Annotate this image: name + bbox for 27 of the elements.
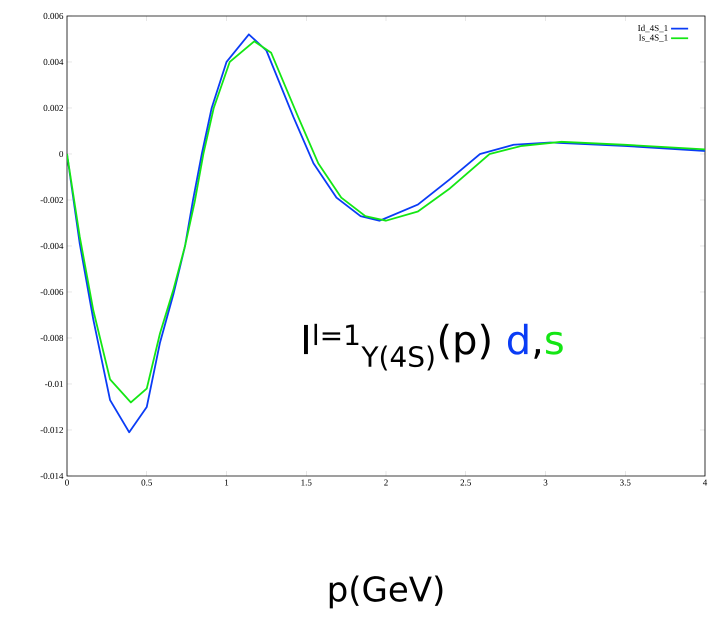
y-tick-label: 0.004 bbox=[44, 58, 64, 66]
x-tick-label: 2.5 bbox=[460, 480, 472, 486]
y-tick-label: -0.006 bbox=[40, 288, 64, 296]
x-tick-label: 1.5 bbox=[301, 480, 312, 486]
legend-label: Is_4S_1 bbox=[638, 34, 668, 42]
x-axis-title: p(GeV) bbox=[330, 576, 442, 608]
y-tick-label: -0.012 bbox=[40, 426, 63, 434]
annotation: I$^{l=1}$$_{Υ(4S)}$(p) bbox=[304, 324, 490, 370]
x-tick-label: 3 bbox=[544, 480, 548, 486]
y-tick-label: -0.004 bbox=[40, 242, 64, 250]
y-tick-label: 0 bbox=[59, 150, 64, 158]
y-tick-label: -0.014 bbox=[40, 472, 64, 480]
annotation: , bbox=[534, 349, 540, 359]
y-tick-label: 0.006 bbox=[44, 12, 64, 20]
x-tick-label: 4 bbox=[702, 480, 708, 486]
x-tick-label: 3.5 bbox=[620, 480, 631, 486]
y-tick-label: -0.008 bbox=[40, 334, 64, 342]
annotation: d bbox=[508, 324, 528, 355]
x-tick-label: 0.5 bbox=[141, 480, 152, 486]
y-tick-label: -0.002 bbox=[40, 196, 63, 204]
x-tick-label: 1 bbox=[225, 480, 228, 486]
x-tick-label: 2 bbox=[384, 480, 388, 486]
x-tick-label: 0 bbox=[65, 480, 69, 486]
legend-label: Id_4S_1 bbox=[638, 24, 668, 32]
y-tick-label: -0.01 bbox=[45, 380, 63, 388]
y-tick-label: 0.002 bbox=[44, 104, 63, 112]
annotation: s bbox=[546, 332, 563, 355]
